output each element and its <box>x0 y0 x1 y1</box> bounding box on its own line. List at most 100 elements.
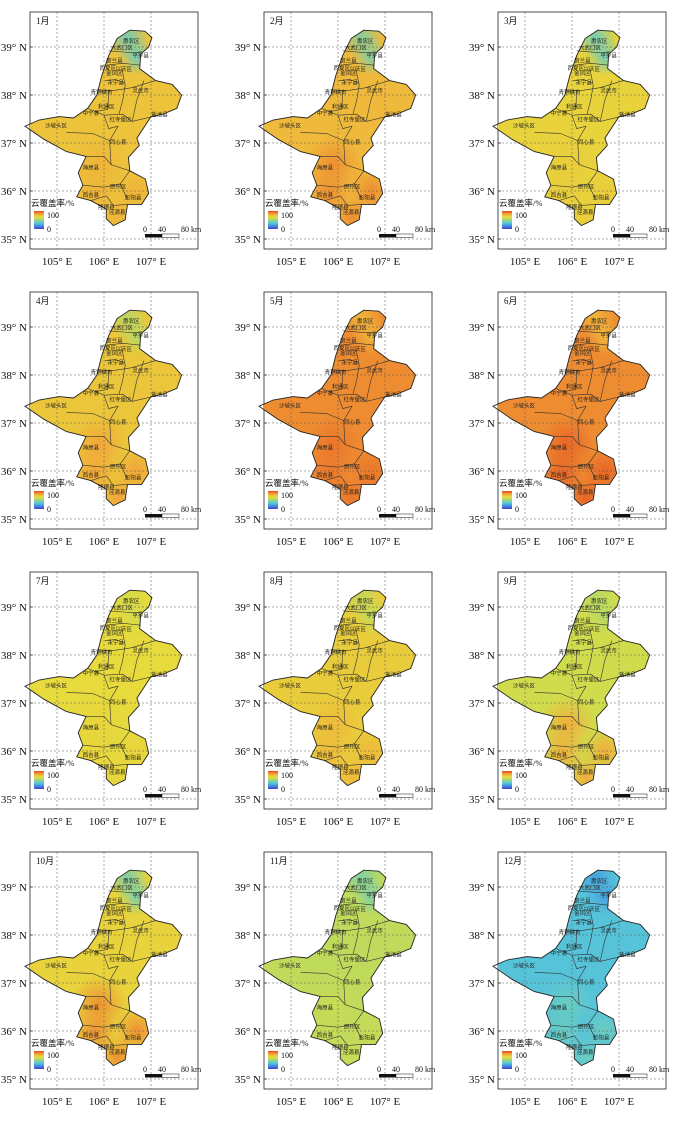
county-label: 沙坡头区 <box>45 682 68 690</box>
province-outline <box>258 589 417 787</box>
province-outline <box>24 869 183 1067</box>
county-label: 西夏区 <box>568 65 585 72</box>
latitude-tick-label: 38° N <box>1 370 27 382</box>
county-label: 惠农区 <box>591 37 608 45</box>
county-border <box>104 919 126 924</box>
province-outline <box>492 29 651 227</box>
map-panel: 惠农区 大武口区 平罗县 贺兰县 兴庆区 金凤区 西夏区 永宁县 灵武市 青铜峡市 利通区 中宁县 沙坡… <box>234 840 466 1120</box>
scale-bar-white <box>161 233 180 238</box>
county-label: 盐池县 <box>151 111 168 119</box>
county-label: 隆德县 <box>566 483 583 491</box>
county-border <box>558 1035 596 1046</box>
latitude-tick-label: 39° N <box>1 882 27 894</box>
county-border <box>98 640 156 652</box>
county-label: 西吉县 <box>551 752 568 759</box>
county-label: 泾源县 <box>577 208 594 216</box>
county-label: 惠农区 <box>123 317 140 325</box>
county-border <box>534 406 587 421</box>
county-label: 红寺堡区 <box>109 955 132 963</box>
county-border <box>562 90 577 113</box>
county-border <box>554 716 580 725</box>
county-border <box>118 908 126 955</box>
county-label: 泾源县 <box>343 1048 360 1056</box>
county-border <box>316 450 365 468</box>
scale-bar-white <box>161 793 180 798</box>
county-border <box>572 639 594 644</box>
county-label: 大武口区 <box>579 43 602 51</box>
county-label: 原州区 <box>578 1024 595 1031</box>
latitude-tick-label: 35° N <box>1 794 27 806</box>
county-label: 利通区 <box>332 102 349 110</box>
county-label: 隆德县 <box>98 203 115 211</box>
latitude-tick-label: 39° N <box>235 882 261 894</box>
county-label: 沙坡头区 <box>279 402 302 410</box>
county-label: 金凤区 <box>340 69 357 77</box>
scale-bar-black <box>379 794 396 798</box>
latitude-tick-label: 37° N <box>469 698 495 710</box>
legend-min-label: 0 <box>47 1065 51 1074</box>
legend-title: 云覆盖率/% <box>31 758 74 768</box>
legend-min-label: 0 <box>515 505 519 514</box>
county-label: 隆德县 <box>566 763 583 771</box>
county-border <box>131 80 145 122</box>
county-label: 盐池县 <box>619 671 636 679</box>
legend-title: 云覆盖率/% <box>31 478 74 488</box>
county-label: 西夏区 <box>334 65 351 72</box>
latitude-tick-label: 35° N <box>235 234 261 246</box>
legend-min-label: 0 <box>281 1065 285 1074</box>
county-label: 红寺堡区 <box>343 115 366 123</box>
county-label: 灵武市 <box>366 367 383 375</box>
county-label: 灵武市 <box>600 367 617 375</box>
county-border <box>104 359 126 364</box>
longitude-tick-label: 105° E <box>510 1096 541 1108</box>
latitude-tick-label: 36° N <box>235 1026 261 1038</box>
legend-title: 云覆盖率/% <box>31 1038 74 1048</box>
longitude-tick-label: 107° E <box>604 536 635 548</box>
county-border <box>82 730 131 748</box>
county-label: 青铜峡市 <box>325 928 348 936</box>
scale-bar-label: 0 <box>143 1065 147 1074</box>
county-border <box>320 156 346 165</box>
county-label: 西吉县 <box>551 1032 568 1039</box>
legend-colorbar <box>268 771 278 789</box>
county-label: 原州区 <box>110 184 127 191</box>
county-label: 灵武市 <box>366 87 383 95</box>
latitude-tick-label: 35° N <box>235 1074 261 1086</box>
county-label: 惠农区 <box>357 317 374 325</box>
county-border <box>558 195 596 206</box>
county-label: 泾源县 <box>577 488 594 496</box>
county-border <box>337 675 353 689</box>
legend-min-label: 0 <box>47 785 51 794</box>
county-label: 惠农区 <box>357 597 374 605</box>
latitude-tick-label: 36° N <box>469 746 495 758</box>
county-label: 中宁县 <box>83 109 100 117</box>
county-border <box>86 156 112 165</box>
county-label: 永宁县 <box>341 358 358 366</box>
county-label: 大武口区 <box>111 43 134 51</box>
county-border <box>86 436 112 445</box>
latitude-tick-label: 38° N <box>235 930 261 942</box>
legend-min-label: 0 <box>281 785 285 794</box>
map-panel: 惠农区 大武口区 平罗县 贺兰县 兴庆区 金凤区 西夏区 永宁县 灵武市 青铜峡市 利通区 中宁县 沙坡… <box>234 0 466 280</box>
latitude-tick-label: 39° N <box>469 882 495 894</box>
county-label: 盐池县 <box>151 671 168 679</box>
province-outline <box>492 589 651 787</box>
legend-title: 云覆盖率/% <box>265 1038 308 1048</box>
legend-colorbar <box>502 771 512 789</box>
county-label: 西夏区 <box>334 905 351 912</box>
county-label: 金凤区 <box>574 629 591 637</box>
county-label: 灵武市 <box>132 367 149 375</box>
county-border <box>571 675 587 689</box>
county-label: 同心县 <box>110 139 127 146</box>
county-border <box>98 80 156 92</box>
county-label: 永宁县 <box>107 918 124 926</box>
scale-bar-label: 80 km <box>415 1065 436 1074</box>
county-label: 贺兰县 <box>106 896 123 904</box>
county-border <box>599 80 613 122</box>
county-label: 沙坡头区 <box>279 682 302 690</box>
county-label: 兴庆区 <box>115 905 132 913</box>
county-label: 惠农区 <box>123 877 140 885</box>
county-label: 同心县 <box>344 139 361 146</box>
county-label: 沙坡头区 <box>513 402 536 410</box>
